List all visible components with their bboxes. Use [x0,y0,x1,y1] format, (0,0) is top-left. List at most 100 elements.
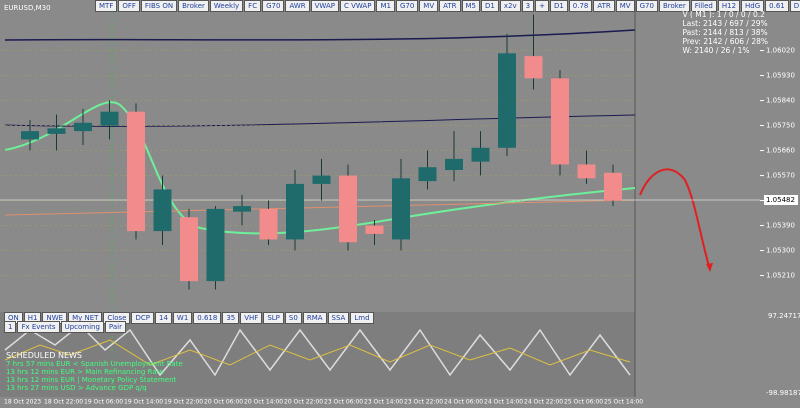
news: SCHEDULED NEWS 7 hrs 57 mins EUR < Spanis… [6,351,183,393]
x-tick-label: 24 Oct 06:00 [444,399,483,406]
candle-body [74,122,92,132]
x-tick-label: 20 Oct 14:00 [244,399,283,406]
toolbar-button[interactable]: H12 [717,0,741,12]
toolbar-button[interactable]: x2v [499,0,521,12]
info-line: W: 2140 / 26 / 1% [682,46,750,55]
toolbar-button[interactable]: MV [615,0,635,12]
candle-body [286,183,304,240]
x-tick-label: 18 Oct 2023 [4,399,41,406]
x-tick-label: 19 Oct 22:00 [164,399,203,406]
x-tick-label: 25 Oct 06:00 [564,399,603,406]
panel-button[interactable]: 0.618 [193,312,222,324]
candle-body [418,167,437,182]
panel-button[interactable]: SSA [327,312,350,324]
candle-body [206,208,225,282]
toolbar-button[interactable]: VWAP [310,0,339,12]
info-line: V ( M1 ): 1 / 0 / 0 / 0.2 [682,10,765,19]
candle-body [312,175,331,184]
x-tick-label: 19 Oct 14:00 [124,399,163,406]
candle-body [47,128,66,134]
moving-average-2 [4,29,636,41]
toolbar-button[interactable]: D1 [549,0,568,12]
toolbar-button[interactable]: FC [244,0,262,12]
news-item: 13 hrs 12 mins EUR | Monetary Policy Sta… [6,376,177,384]
candle-body [153,189,172,232]
x-tick-label: 23 Oct 14:00 [364,399,403,406]
toolbar-button[interactable]: Weekly [209,0,244,12]
toolbar-button[interactable]: MV [419,0,439,12]
toolbar-button[interactable]: G70 [395,0,419,12]
toolbar-button[interactable]: M5 [461,0,480,12]
toolbar-button[interactable]: D1 [789,0,800,12]
panel-button[interactable]: VHF [240,312,263,324]
candle-body [365,225,384,234]
panel-button[interactable]: W1 [172,312,193,324]
panel-tab[interactable]: Upcoming [60,321,104,333]
panel-button[interactable]: Lmd [350,312,374,324]
info-line: Prev: 2142 / 606 / 28% [682,37,768,46]
y-tick-label: 1.05570 [766,172,795,180]
x-tick-label: 24 Oct 22:00 [524,399,563,406]
candle-body [100,111,119,126]
toolbar-button[interactable]: AWR [285,0,310,12]
toolbar-button[interactable]: ATR [593,0,615,12]
panel-tab[interactable]: Fx Events [17,321,60,333]
panel-button[interactable]: DCP [131,312,154,324]
news-title: SCHEDULED NEWS [6,351,82,360]
toolbar-button[interactable]: M1 [376,0,395,12]
toolbar-button[interactable]: Filled [690,0,717,12]
toolbar-button[interactable]: Broker [658,0,690,12]
x-tick-label: 24 Oct 14:00 [484,399,523,406]
current-price-label: 1.05482 [766,196,795,204]
toolbar-button[interactable]: HdG [741,0,765,12]
moving-average-4 [4,199,636,216]
y-tick-label: 1.05660 [766,147,795,155]
panel-button[interactable]: RMA [302,312,327,324]
news-item: 13 hrs 27 mins USD > Advance GDP q/q [6,384,147,392]
toolbar-button[interactable]: 3 [521,0,535,12]
toolbar-button[interactable]: ATR [439,0,461,12]
info-line: Past: 2144 / 813 / 38% [682,28,768,37]
panel-tab[interactable]: 1 [4,321,17,333]
symbol: EURUSD,M30 [4,4,51,12]
panel-tab[interactable]: Pair [104,321,126,333]
arrow-head [706,263,713,272]
y-tick-label: 1.05390 [766,222,795,230]
toolbar-button[interactable]: OFF [118,0,140,12]
news-item: 13 hrs 12 mins EUR > Main Refinancing Ra… [6,368,164,376]
indicator-axis-label: 97.24717 [768,312,800,320]
x-tick-label: 23 Oct 22:00 [404,399,443,406]
toolbar-button[interactable]: 0.61 [765,0,789,12]
panel-button[interactable]: 35 [222,312,240,324]
x-tick-label: 20 Oct 06:00 [204,399,243,406]
candle-body [392,178,410,240]
info-box: V ( M1 ): 1 / 0 / 0 / 0.2 Last: 2143 / 69… [682,10,768,55]
candle-body [180,217,198,282]
toolbar-button[interactable]: 0.78 [568,0,593,12]
toolbar-button[interactable]: G70 [635,0,658,12]
toolbar-button[interactable]: C VWAP [339,0,376,12]
panel-button[interactable]: 14 [154,312,172,324]
panel-button[interactable]: S0 [284,312,302,324]
toolbar-button[interactable]: FIBS ON [140,0,178,12]
news-item: 7 hrs 57 mins EUR < Spanish Unemployment… [6,360,183,368]
oscillator [4,323,631,377]
projection-arrow [639,168,711,271]
candle-body [445,158,463,170]
panel-button[interactable]: SLP [263,312,284,324]
y-tick-label: 1.05210 [766,272,795,280]
toolbar: MTF OFF FIBS ON Broker Weekly FC G70 AWR VWAP C V… [95,0,800,12]
toolbar-button[interactable]: G70 [262,0,285,12]
info-line: Last: 2143 / 697 / 29% [682,19,768,28]
toolbar-button[interactable]: + [535,0,549,12]
x-tick-label: 25 Oct 14:00 [604,399,643,406]
toolbar-button[interactable]: D1 [481,0,499,12]
candle-body [127,111,145,232]
toolbar-button[interactable]: MTF [95,0,118,12]
candle-body [577,164,596,179]
toolbar-button[interactable]: Broker [178,0,209,12]
candle-body [471,147,490,162]
candle-body [233,206,251,212]
